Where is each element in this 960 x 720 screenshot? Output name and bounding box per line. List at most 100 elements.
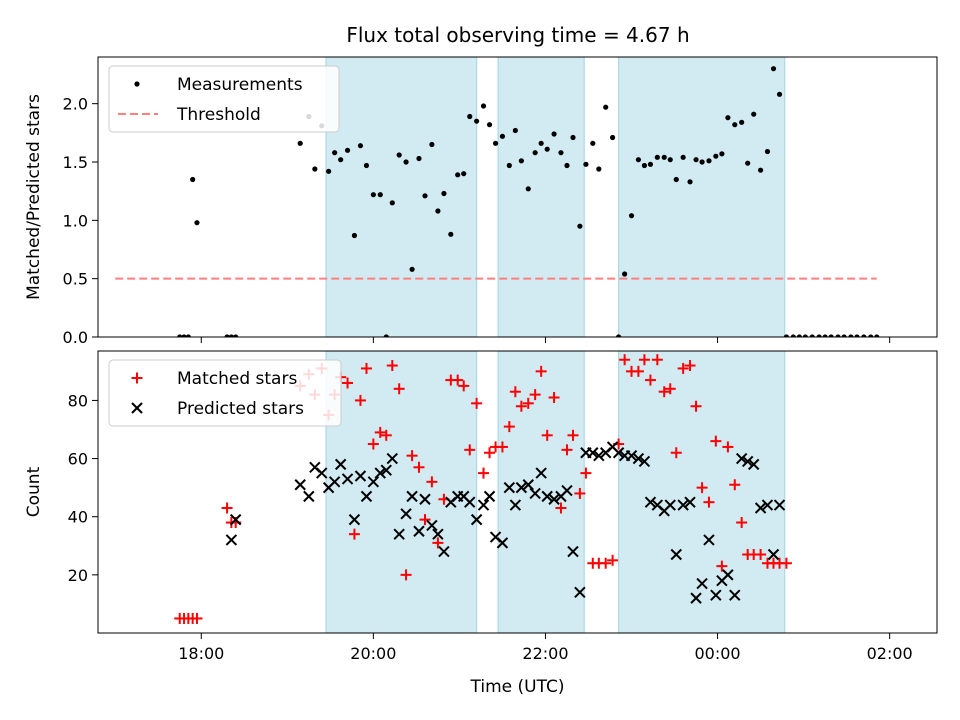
predicted-point-b — [393, 528, 405, 540]
matched-point — [221, 502, 233, 514]
matched-point — [522, 397, 534, 409]
predicted-point — [334, 458, 347, 471]
measurement-point — [661, 154, 667, 160]
predicted-point-b — [309, 461, 321, 473]
predicted-point-b — [748, 458, 760, 471]
matched-point — [503, 421, 515, 433]
measurement-point — [389, 200, 395, 206]
measurement-point — [790, 334, 796, 337]
matched-point — [703, 496, 715, 508]
predicted-point-b — [229, 513, 242, 526]
measurement-point — [828, 334, 834, 337]
predicted-point-b — [644, 496, 657, 508]
predicted-point-b — [419, 493, 431, 505]
measurement-point — [194, 220, 200, 226]
predicted-point-b — [703, 534, 715, 546]
x-tick-label: 20:00 — [350, 644, 396, 663]
measurement-point — [532, 150, 538, 156]
measurement-point — [312, 166, 318, 172]
measurement-point — [757, 167, 764, 173]
measurement-point — [570, 134, 576, 141]
predicted-point — [638, 455, 651, 468]
measurement-point — [590, 140, 596, 146]
plot-area — [115, 57, 880, 337]
y-tick-label: 1.5 — [63, 153, 88, 172]
predicted-point — [419, 493, 431, 505]
measurement-point — [492, 140, 499, 146]
matched-point — [638, 354, 650, 366]
matched-point — [696, 482, 708, 494]
matched-point — [567, 429, 579, 441]
predicted-point — [767, 548, 780, 561]
axes-frame — [97, 350, 938, 634]
predicted-point-b — [606, 441, 619, 453]
predicted-point — [303, 490, 315, 503]
measurement-point — [506, 162, 512, 169]
matched-point — [406, 450, 418, 462]
predicted-point-b — [496, 537, 509, 549]
predicted-point — [548, 493, 560, 505]
predicted-point — [612, 447, 625, 459]
predicted-point-b — [535, 467, 547, 479]
matched-point — [386, 360, 398, 372]
measurement-point — [628, 213, 635, 219]
y-tick-label: 80 — [68, 391, 88, 410]
predicted-point-b — [483, 490, 496, 503]
predicted-point — [438, 545, 450, 558]
predicted-point-b — [509, 499, 522, 511]
measurement-point — [455, 172, 461, 178]
measurement-point — [583, 161, 589, 167]
predicted-point-b — [754, 502, 767, 514]
matched-point — [600, 557, 612, 569]
measurement-point — [435, 208, 441, 214]
predicted-point-b — [767, 548, 780, 561]
matched-point — [555, 502, 567, 514]
predicted-point-b — [438, 545, 450, 558]
measurement-point — [422, 193, 428, 199]
measurement-point — [338, 157, 344, 163]
predicted-point-b — [722, 569, 734, 581]
predicted-point-b — [735, 452, 748, 465]
predicted-point — [464, 496, 476, 508]
predicted-point — [632, 452, 645, 465]
predicted-point-b — [632, 452, 645, 465]
measurement-point — [409, 266, 415, 272]
legend-label: Threshold — [176, 105, 261, 125]
measurement-point — [841, 334, 847, 337]
y-axis-label: Count — [24, 466, 44, 517]
predicted-point — [729, 589, 741, 601]
predicted-point — [348, 513, 361, 526]
predicted-point-b — [710, 589, 722, 601]
predicted-point — [690, 592, 702, 604]
predicted-point-b — [477, 499, 490, 511]
matched-point — [632, 365, 644, 377]
matched-point — [484, 447, 496, 459]
measurement-point — [480, 103, 487, 109]
matched-point — [710, 435, 722, 447]
predicted-point — [710, 589, 722, 601]
measurement-point — [377, 192, 383, 198]
predicted-point — [316, 467, 328, 479]
matched-point — [426, 476, 438, 488]
predicted-point-b — [341, 473, 354, 485]
predicted-point-b — [651, 499, 664, 511]
predicted-point — [696, 577, 708, 590]
predicted-point-b — [541, 490, 553, 503]
predicted-point-b — [503, 481, 516, 494]
matched-point — [354, 394, 366, 406]
predicted-point-b — [400, 508, 412, 520]
matched-point — [780, 557, 792, 569]
panel-ratio: 0.0 0.5 1.0 1.5 2.0 Matched/Predicted stars Me… — [24, 56, 938, 347]
legend: Matched stars Predicted stars — [108, 359, 342, 427]
predicted-point-b — [684, 496, 696, 508]
predicted-point-b — [729, 589, 741, 601]
measurement-point — [822, 334, 828, 337]
measurement-point — [181, 334, 187, 337]
predicted-point-b — [458, 490, 470, 503]
measurement-point — [326, 168, 332, 174]
predicted-point-b — [741, 455, 754, 468]
measurement-point — [809, 334, 815, 337]
measurement-point — [512, 127, 518, 134]
matched-point — [729, 479, 741, 491]
predicted-point-b — [612, 447, 625, 459]
